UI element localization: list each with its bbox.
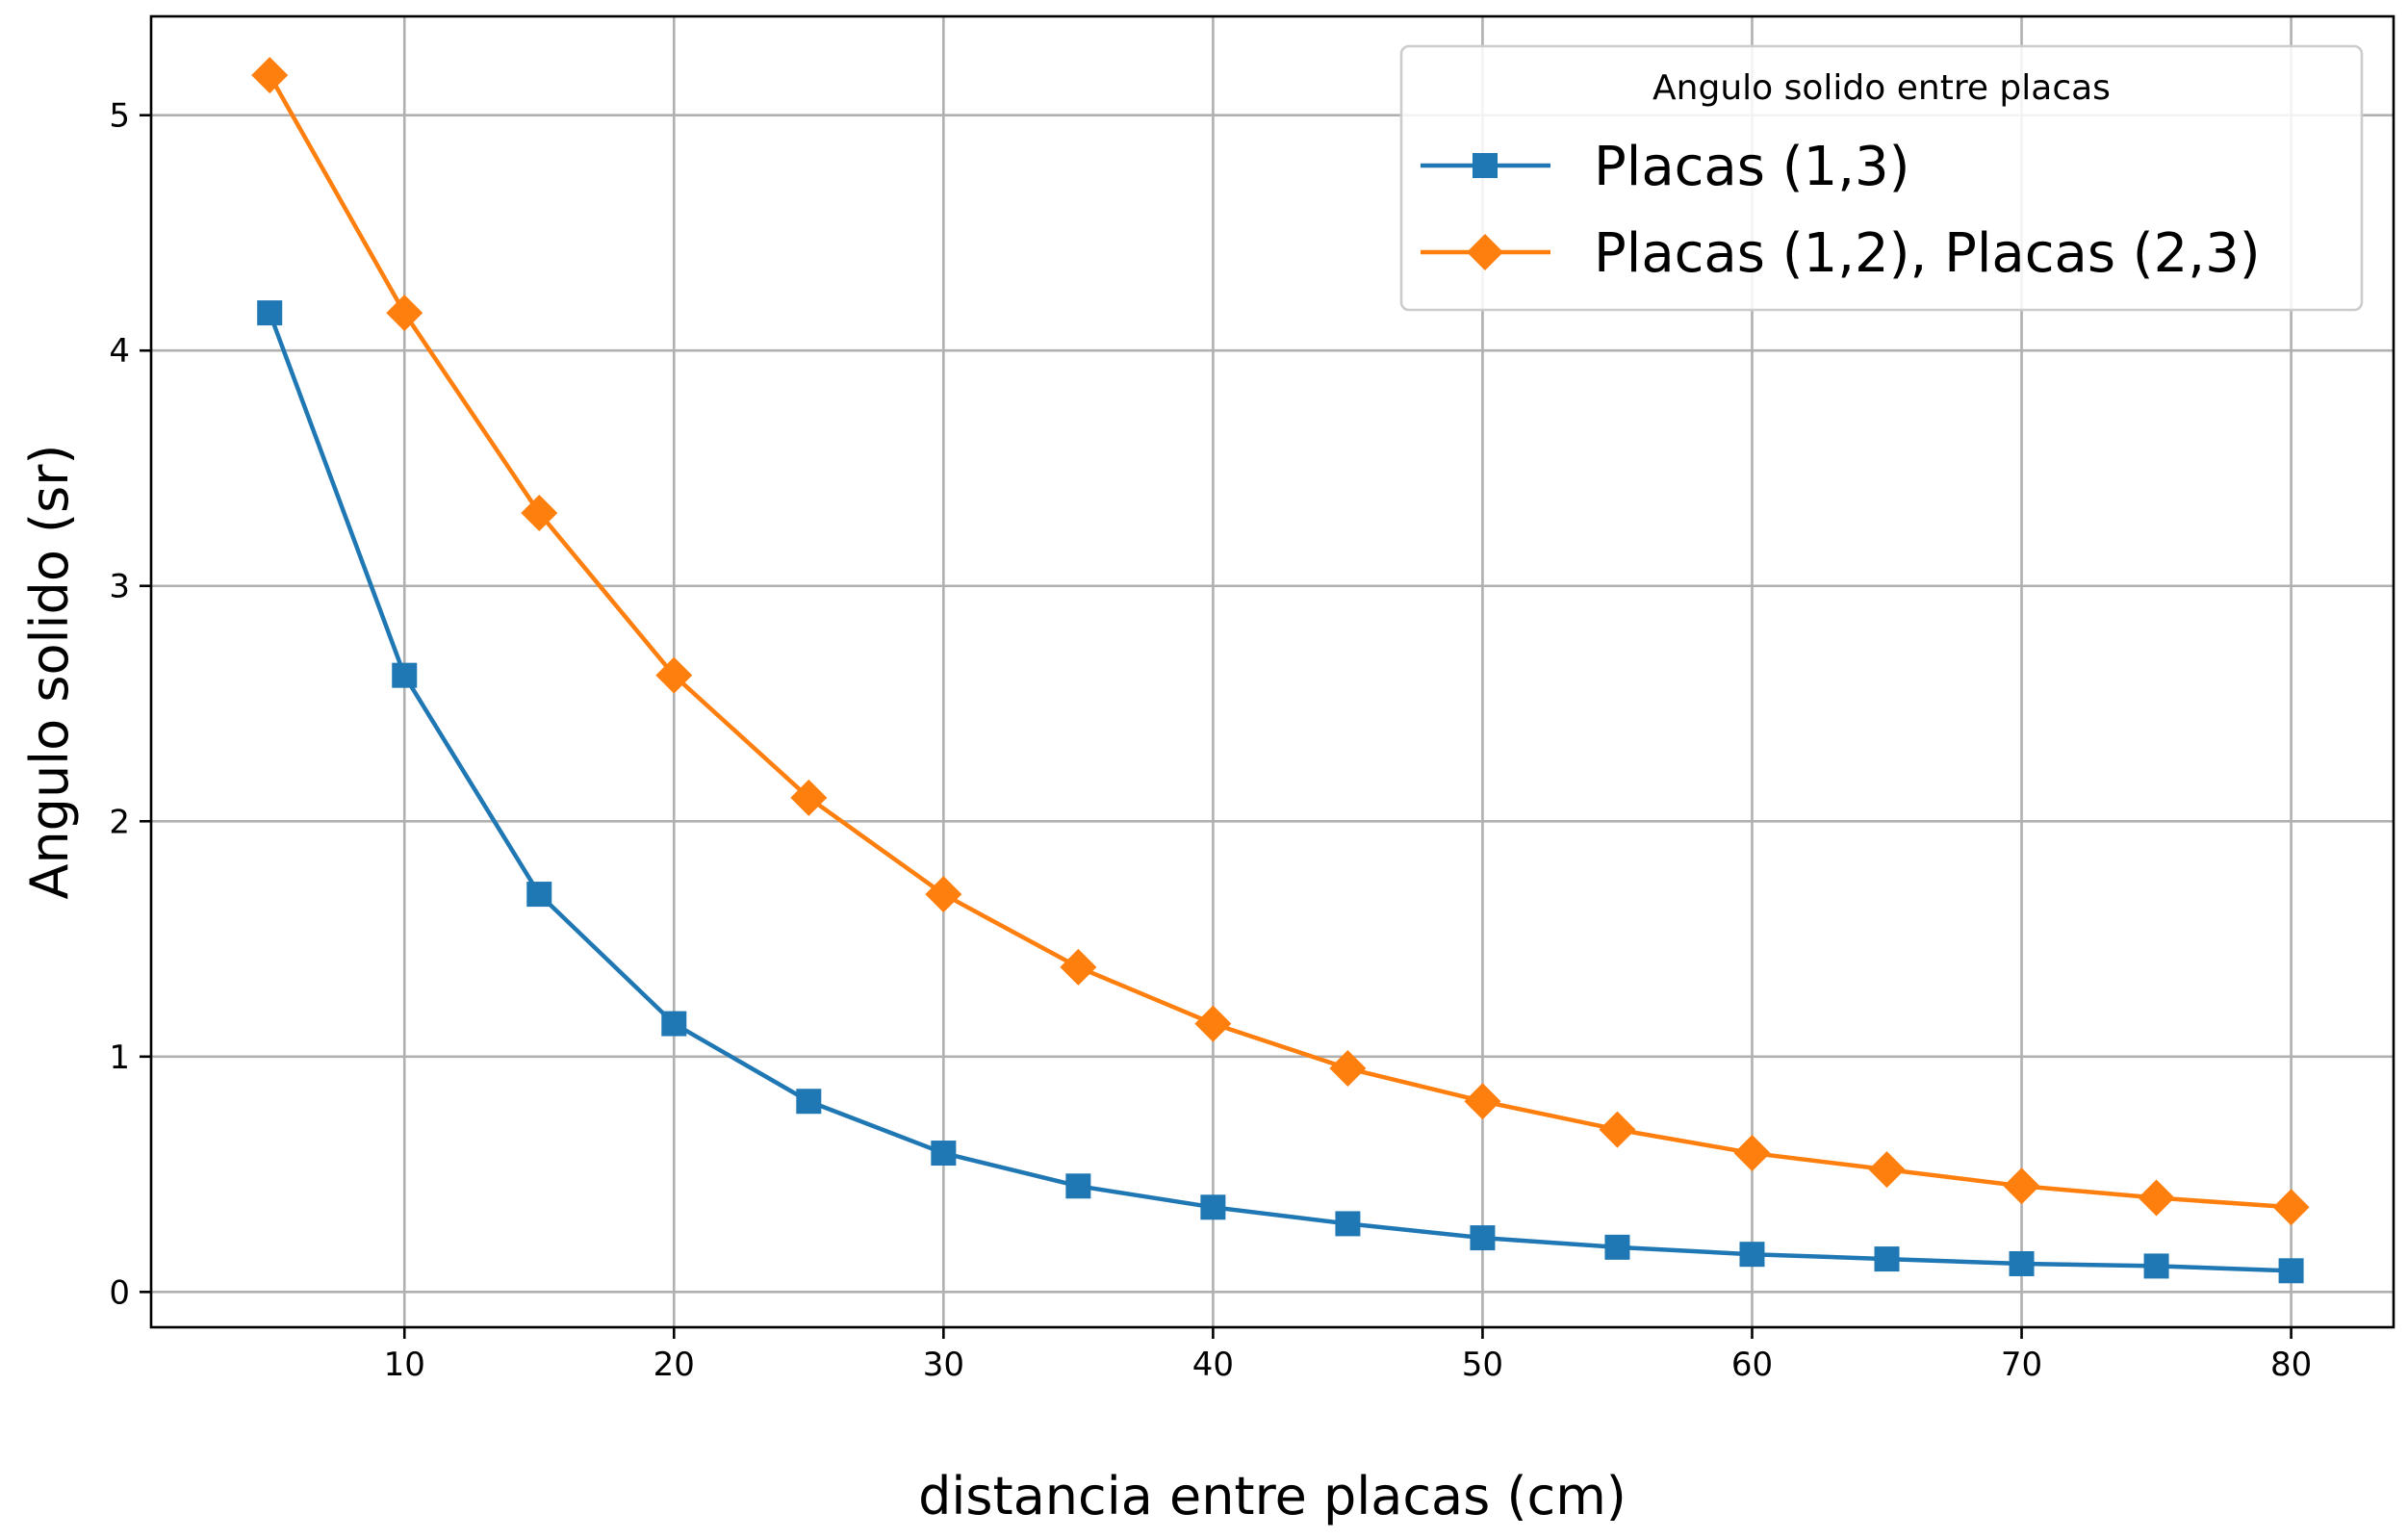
x-tick-label: 70 [2001,1346,2042,1384]
x-tick-label: 40 [1192,1346,1234,1384]
data-point-marker [521,494,558,531]
series-1 [257,300,2304,1284]
data-point-marker [931,1141,957,1167]
data-point-marker [796,1089,822,1115]
legend: Angulo solido entre placas Placas (1,3)P… [1399,44,2364,312]
x-tick-label: 30 [923,1346,964,1384]
plot-frame [149,14,2395,1329]
series-line [268,312,2292,1273]
series-2 [251,57,2310,1226]
series-line [268,74,2292,1210]
data-point-marker [1060,948,1097,986]
x-tick-label: 60 [1731,1346,1773,1384]
data-point-marker [655,656,693,694]
data-point-marker [2272,1189,2310,1226]
x-tick-label: 20 [653,1346,695,1384]
data-point-marker [526,882,552,908]
data-point-marker [1470,1225,1496,1251]
ticks: 10 20 30 40 50 60 70 80 0 1 2 3 4 5 [109,97,2312,1384]
data-point-marker [1739,1242,1765,1268]
data-point-marker [2009,1250,2035,1276]
legend-marker [1467,234,1503,270]
legend-label: Placas (1,2), Placas (2,3) [1594,222,2261,285]
x-tick-label: 10 [384,1346,425,1384]
data-point-marker [1335,1211,1361,1237]
y-tick-label: 2 [109,803,130,841]
data-point-marker [257,300,283,326]
legend-entry: Placas (1,3) [1421,136,1909,198]
data-point-marker [1874,1246,1900,1272]
data-point-marker [1329,1050,1367,1088]
data-point-marker [251,57,289,94]
x-axis-title: distancia entre placas (cm) [918,1466,1627,1526]
legend-box [1399,44,2364,312]
data-point-marker [661,1011,687,1037]
data-point-marker [2143,1253,2169,1279]
data-point-marker [1065,1173,1091,1199]
x-tick-label: 50 [1462,1346,1503,1384]
data-point-marker [790,779,828,816]
data-point-marker [1733,1135,1771,1172]
data-point-marker [1604,1234,1630,1260]
legend-label: Placas (1,3) [1594,136,1909,198]
series-layer [251,57,2310,1284]
data-point-marker [1194,1005,1232,1042]
data-point-marker [392,662,418,688]
data-point-marker [2138,1179,2175,1217]
data-point-marker [2003,1167,2040,1205]
y-tick-label: 3 [109,568,130,606]
legend-entries: Placas (1,3) Placas (1,2), Placas (2,3) [1421,136,2261,285]
legend-marker [1473,153,1498,178]
data-point-marker [925,876,962,913]
y-tick-label: 5 [109,97,130,136]
data-point-marker [386,295,423,332]
legend-title: Angulo solido entre placas [1652,68,2111,108]
y-tick-label: 0 [109,1273,130,1312]
data-point-marker [2278,1258,2304,1284]
data-point-marker [1200,1194,1226,1220]
x-tick-label: 80 [2270,1346,2312,1384]
legend-entry: Placas (1,2), Placas (2,3) [1421,222,2261,285]
y-tick-label: 4 [109,332,130,371]
y-tick-label: 1 [109,1039,130,1077]
data-point-marker [1868,1151,1906,1189]
y-axis-title: Angulo solido (sr) [19,444,80,899]
data-point-marker [1464,1083,1501,1120]
data-point-marker [1599,1111,1636,1148]
